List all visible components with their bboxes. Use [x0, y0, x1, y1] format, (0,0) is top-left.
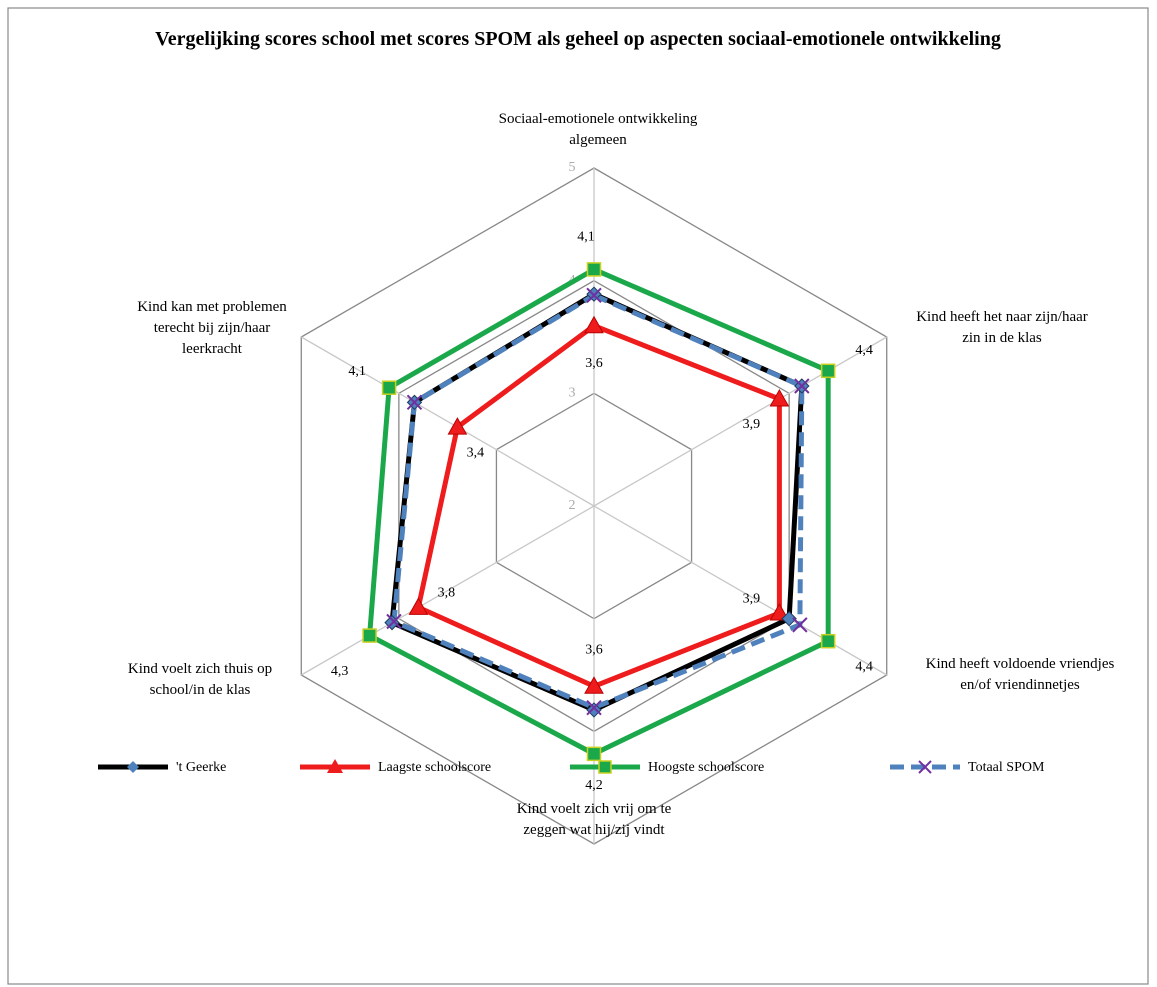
chart-title: Vergelijking scores school met scores SP…	[155, 28, 1001, 50]
marker	[769, 603, 790, 621]
r-tick-label: 3	[569, 386, 576, 401]
r-tick-label: 5	[569, 160, 576, 175]
data-label: 3,6	[585, 356, 603, 371]
marker	[820, 633, 836, 649]
data-label: 3,9	[743, 417, 761, 432]
series-line	[415, 323, 782, 689]
category-label: Kind heeft het naar zijn/haar zin in de …	[916, 309, 1088, 346]
marker	[586, 699, 602, 716]
marker	[586, 746, 602, 762]
legend-label: Laagste schoolscore	[378, 760, 491, 775]
data-label: 4,2	[585, 778, 603, 793]
marker	[794, 378, 810, 394]
marker	[408, 597, 429, 615]
marker	[781, 610, 797, 627]
marker	[406, 394, 423, 411]
data-label: 3,6	[585, 642, 603, 657]
legend-label: Hoogste schoolscore	[648, 760, 764, 775]
legend-label: 't Geerke	[176, 760, 226, 775]
data-label: 4,3	[331, 664, 349, 679]
data-label: 4,4	[855, 659, 873, 674]
marker	[586, 262, 602, 277]
marker	[792, 617, 808, 633]
marker	[769, 388, 790, 407]
category-label: Kind kan met problemen terecht bij zijn/…	[137, 298, 287, 357]
legend-marker	[127, 761, 139, 773]
marker	[586, 287, 602, 304]
category-label: Sociaal-emotionele ontwikkeling algemeen	[498, 111, 698, 148]
data-label: 3,4	[467, 445, 485, 460]
category-label: Kind voelt zich vrij om te zeggen wat hi…	[516, 801, 672, 838]
category-label: Kind voelt zich thuis op school/in de kl…	[127, 661, 273, 698]
legend-marker	[598, 760, 612, 774]
data-label: 3,9	[743, 591, 761, 606]
axis-line	[593, 336, 888, 507]
data-label: 4,1	[348, 364, 366, 379]
r-tick-label: 2	[569, 498, 576, 513]
marker	[386, 613, 402, 630]
marker	[584, 676, 604, 694]
category-label: Kind heeft voldoende vriendjes en/of vri…	[925, 656, 1115, 693]
legend-marker	[918, 760, 932, 774]
marker	[381, 380, 397, 395]
axis-line	[300, 336, 595, 507]
marker	[820, 363, 836, 379]
axis-line	[300, 505, 595, 676]
legend-marker	[327, 759, 343, 773]
legend-label: Totaal SPOM	[968, 760, 1045, 775]
data-label: 4,4	[855, 343, 873, 358]
data-label: 4,1	[577, 230, 595, 245]
data-label: 3,8	[438, 586, 456, 601]
marker	[362, 628, 377, 643]
marker	[586, 702, 602, 718]
marker	[447, 417, 468, 435]
marker	[584, 315, 604, 334]
axis-line	[593, 505, 888, 676]
chart-border	[7, 7, 1149, 985]
